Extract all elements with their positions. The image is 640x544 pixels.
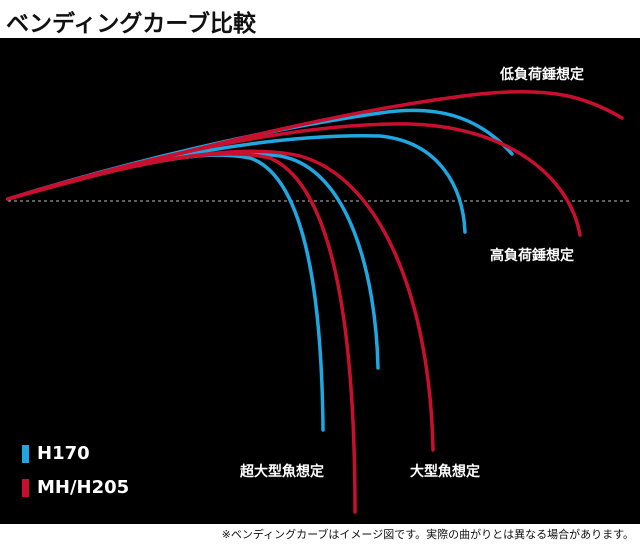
label-low-load: 低負荷錘想定	[500, 67, 584, 83]
label-high-load: 高負荷錘想定	[490, 248, 574, 264]
red-curve-low-load	[6, 89, 624, 201]
label-large-fish: 大型魚想定	[410, 464, 480, 480]
legend-swatch-red	[22, 478, 29, 497]
legend-swatch-blue	[22, 444, 29, 463]
red-curve-large-fish	[6, 149, 435, 452]
red-curve-extra-large-fish	[6, 152, 357, 514]
label-extra-large-fish: 超大型魚想定	[240, 464, 324, 480]
bending-curve-panel: 低負荷錘想定 高負荷錘想定 超大型魚想定 大型魚想定 H170 MH/H205	[0, 38, 640, 524]
bending-curve-diagram	[6, 89, 632, 514]
legend-item-h170: H170	[22, 443, 90, 464]
page-title: ベンディングカーブ比較	[6, 11, 257, 37]
blue-curve-extra-large-fish	[6, 153, 325, 432]
legend-label-mh-h205: MH/H205	[37, 477, 130, 498]
legend-label-h170: H170	[37, 443, 90, 464]
disclaimer-note: ※ベンディングカーブはイメージ図です。実際の曲がりとは異なる場合があります。	[221, 528, 634, 541]
legend-item-mh-h205: MH/H205	[22, 477, 129, 498]
